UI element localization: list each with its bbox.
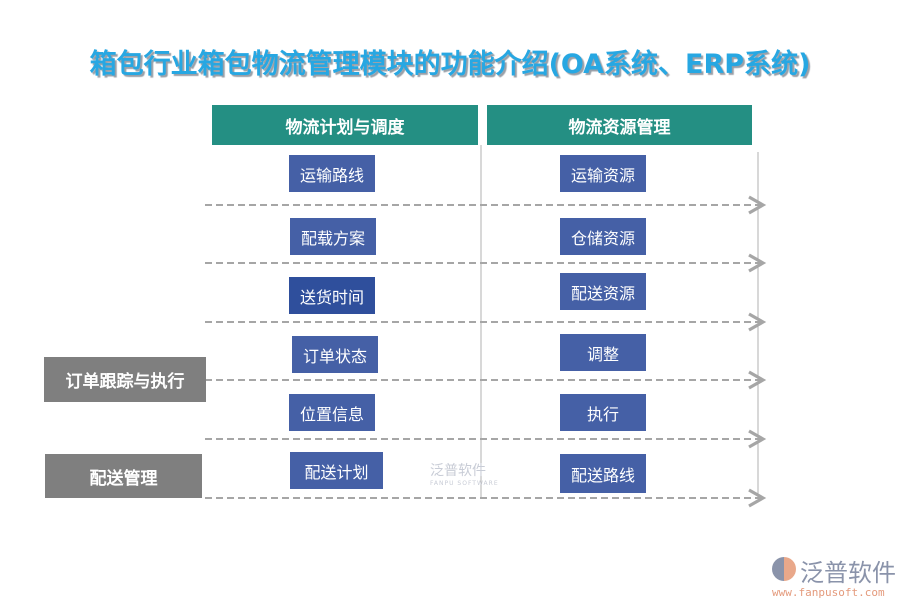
fanpu-logo: 泛普软件 www.fanpusoft.com [772,557,896,599]
left-item: 运输路线 [289,155,375,192]
left-item: 订单状态 [292,336,378,373]
side-label-order-tracking: 订单跟踪与执行 [44,357,206,402]
header-logistics-resources: 物流资源管理 [487,105,752,145]
right-item: 仓储资源 [560,218,646,255]
right-item: 运输资源 [560,155,646,192]
right-item: 执行 [560,394,646,431]
left-item: 送货时间 [289,277,375,314]
right-item: 调整 [560,334,646,371]
left-item: 配载方案 [290,218,376,255]
watermark: 泛普软件 FANPU SOFTWARE [430,463,499,487]
right-item: 配送路线 [560,454,646,493]
left-item: 配送计划 [290,452,383,489]
header-logistics-planning: 物流计划与调度 [212,105,478,145]
left-item: 位置信息 [289,394,375,431]
page-title: 箱包行业箱包物流管理模块的功能介绍(OA系统、ERP系统) [89,49,811,80]
right-item: 配送资源 [560,273,646,310]
side-label-delivery-management: 配送管理 [45,454,202,498]
logo-icon [772,557,796,581]
